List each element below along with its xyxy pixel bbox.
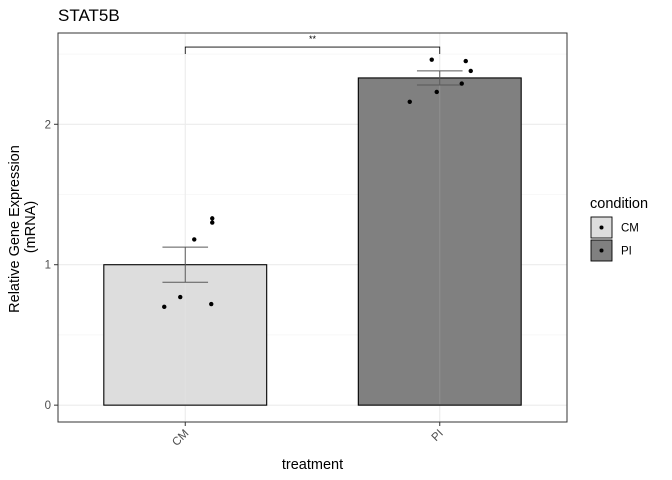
data-point	[459, 81, 464, 86]
significance-bracket: **	[184, 34, 441, 55]
x-tick-label: PI	[430, 428, 446, 444]
data-point	[407, 99, 412, 105]
y-tick-label: 0	[45, 400, 51, 412]
legend-key-point	[599, 225, 604, 230]
data-point	[429, 57, 434, 62]
y-axis-title-line-1: Relative Gene Expression	[7, 145, 23, 313]
y-axis-title: Relative Gene Expression (mRNA)	[7, 141, 39, 313]
legend-label: CM	[621, 223, 639, 235]
chart-title: STAT5B	[58, 6, 120, 25]
data-point	[434, 89, 439, 95]
legend-key-point	[599, 248, 604, 253]
x-axis-title: treatment	[282, 457, 343, 473]
y-tick-label: 1	[45, 260, 51, 272]
x-tick-label: CM	[170, 428, 191, 449]
data-point	[468, 68, 473, 74]
data-point	[210, 220, 215, 225]
y-tick-label: 2	[45, 119, 51, 131]
data-point	[192, 237, 197, 242]
bars	[103, 77, 522, 406]
legend: condition CM PI	[590, 196, 648, 262]
error-bars	[162, 70, 463, 283]
x-axis: CM PI	[170, 422, 446, 449]
data-point	[162, 304, 167, 310]
data-point	[178, 294, 183, 300]
legend-title: condition	[590, 196, 648, 212]
data-point	[463, 58, 468, 64]
bar-cm	[103, 264, 268, 406]
significance-line	[184, 46, 441, 55]
data-point	[210, 216, 215, 221]
data-points	[162, 57, 473, 310]
bar-pi	[357, 77, 522, 406]
y-axis-title-line-2: (mRNA)	[23, 201, 39, 253]
significance-label: **	[309, 34, 317, 44]
y-axis: 0 1 2	[45, 119, 58, 412]
plot-panel-border	[57, 32, 568, 423]
legend-label: PI	[621, 246, 632, 258]
data-point	[209, 301, 214, 307]
